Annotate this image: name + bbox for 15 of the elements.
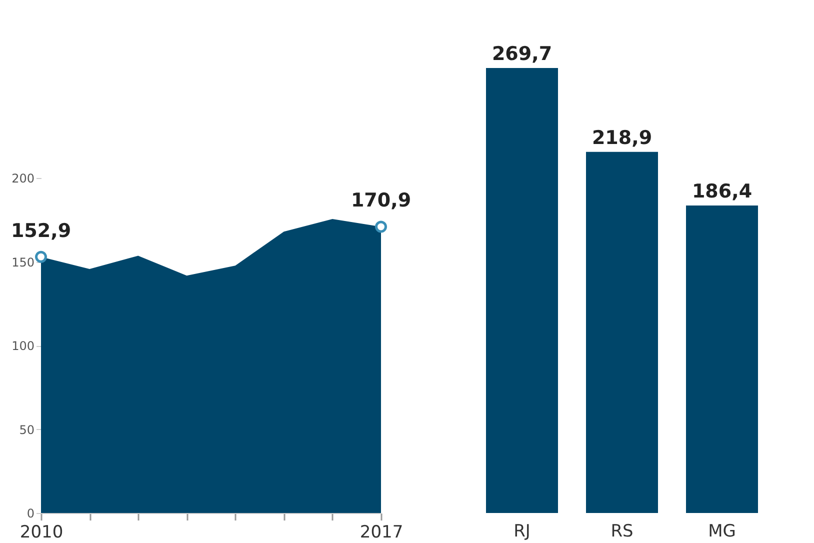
y-tick-label: 200 — [12, 172, 34, 186]
x-tick-label: MG — [708, 522, 736, 542]
data-label: 186,4 — [692, 180, 752, 202]
x-tick-label: RJ — [514, 522, 530, 542]
data-label: 152,9 — [10, 220, 72, 242]
y-tick-label: 100 — [12, 339, 34, 353]
y-tick-label: 0 — [26, 506, 34, 520]
y-tick-label: 50 — [19, 422, 34, 437]
data-label: 170,9 — [350, 190, 412, 212]
x-tick-label: 2017 — [360, 522, 404, 542]
data-label: 269,7 — [492, 43, 552, 65]
data-label: 218,9 — [592, 126, 652, 149]
x-tick-label: 2010 — [20, 522, 64, 542]
y-tick-label: 150 — [12, 255, 34, 270]
x-tick-label: RS — [610, 522, 634, 542]
